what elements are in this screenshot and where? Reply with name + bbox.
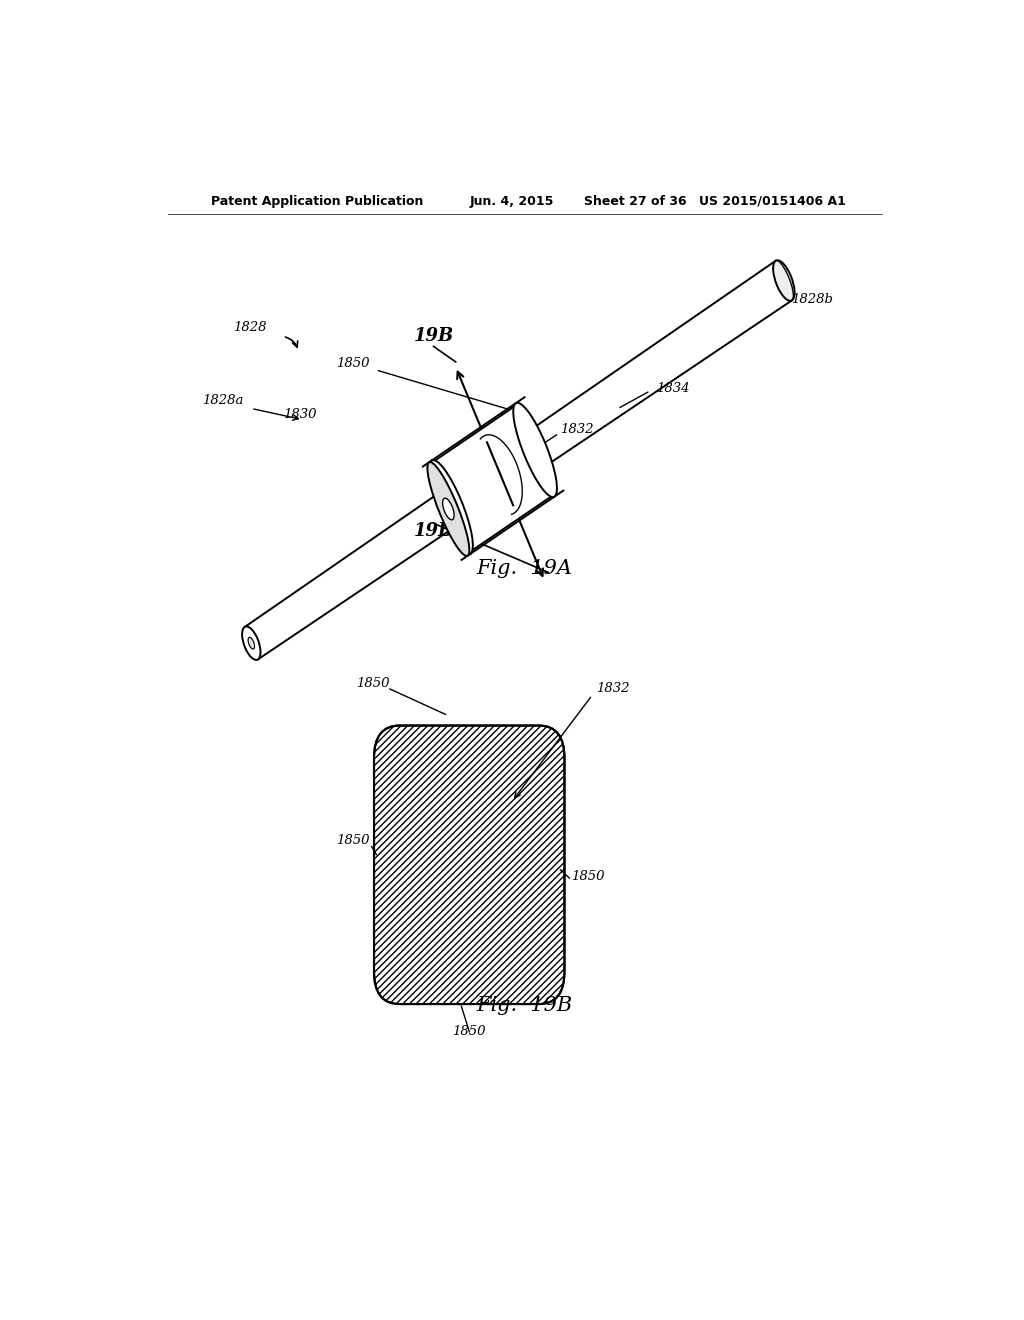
Text: Fig.  19B: Fig. 19B bbox=[477, 995, 572, 1015]
Text: 1834: 1834 bbox=[655, 383, 689, 395]
Text: 1850: 1850 bbox=[453, 1024, 486, 1038]
Text: 1830: 1830 bbox=[284, 408, 316, 421]
Text: 1828b: 1828b bbox=[791, 293, 833, 306]
Text: 1850: 1850 bbox=[337, 834, 370, 847]
FancyBboxPatch shape bbox=[374, 726, 564, 1005]
Text: 1828: 1828 bbox=[233, 321, 267, 334]
Text: 19B: 19B bbox=[414, 327, 454, 346]
Text: 19B: 19B bbox=[414, 523, 454, 540]
Text: Jun. 4, 2015: Jun. 4, 2015 bbox=[469, 194, 554, 207]
Text: 1850: 1850 bbox=[456, 484, 489, 496]
Text: 1832: 1832 bbox=[560, 422, 594, 436]
Text: 1850: 1850 bbox=[356, 677, 390, 690]
Text: 1828a: 1828a bbox=[202, 395, 243, 408]
Text: 1850: 1850 bbox=[570, 870, 604, 883]
Ellipse shape bbox=[513, 403, 557, 498]
Ellipse shape bbox=[248, 638, 255, 649]
Text: US 2015/0151406 A1: US 2015/0151406 A1 bbox=[699, 194, 846, 207]
Text: Patent Application Publication: Patent Application Publication bbox=[211, 194, 424, 207]
Text: 1832: 1832 bbox=[596, 682, 630, 696]
Ellipse shape bbox=[427, 462, 469, 556]
Polygon shape bbox=[432, 405, 554, 552]
Text: 1850: 1850 bbox=[337, 356, 370, 370]
Text: Sheet 27 of 36: Sheet 27 of 36 bbox=[585, 194, 687, 207]
Ellipse shape bbox=[242, 627, 260, 660]
Polygon shape bbox=[245, 261, 792, 660]
Ellipse shape bbox=[429, 461, 473, 554]
Ellipse shape bbox=[442, 498, 454, 520]
Text: Fig.  19A: Fig. 19A bbox=[477, 558, 572, 578]
Ellipse shape bbox=[773, 260, 795, 301]
